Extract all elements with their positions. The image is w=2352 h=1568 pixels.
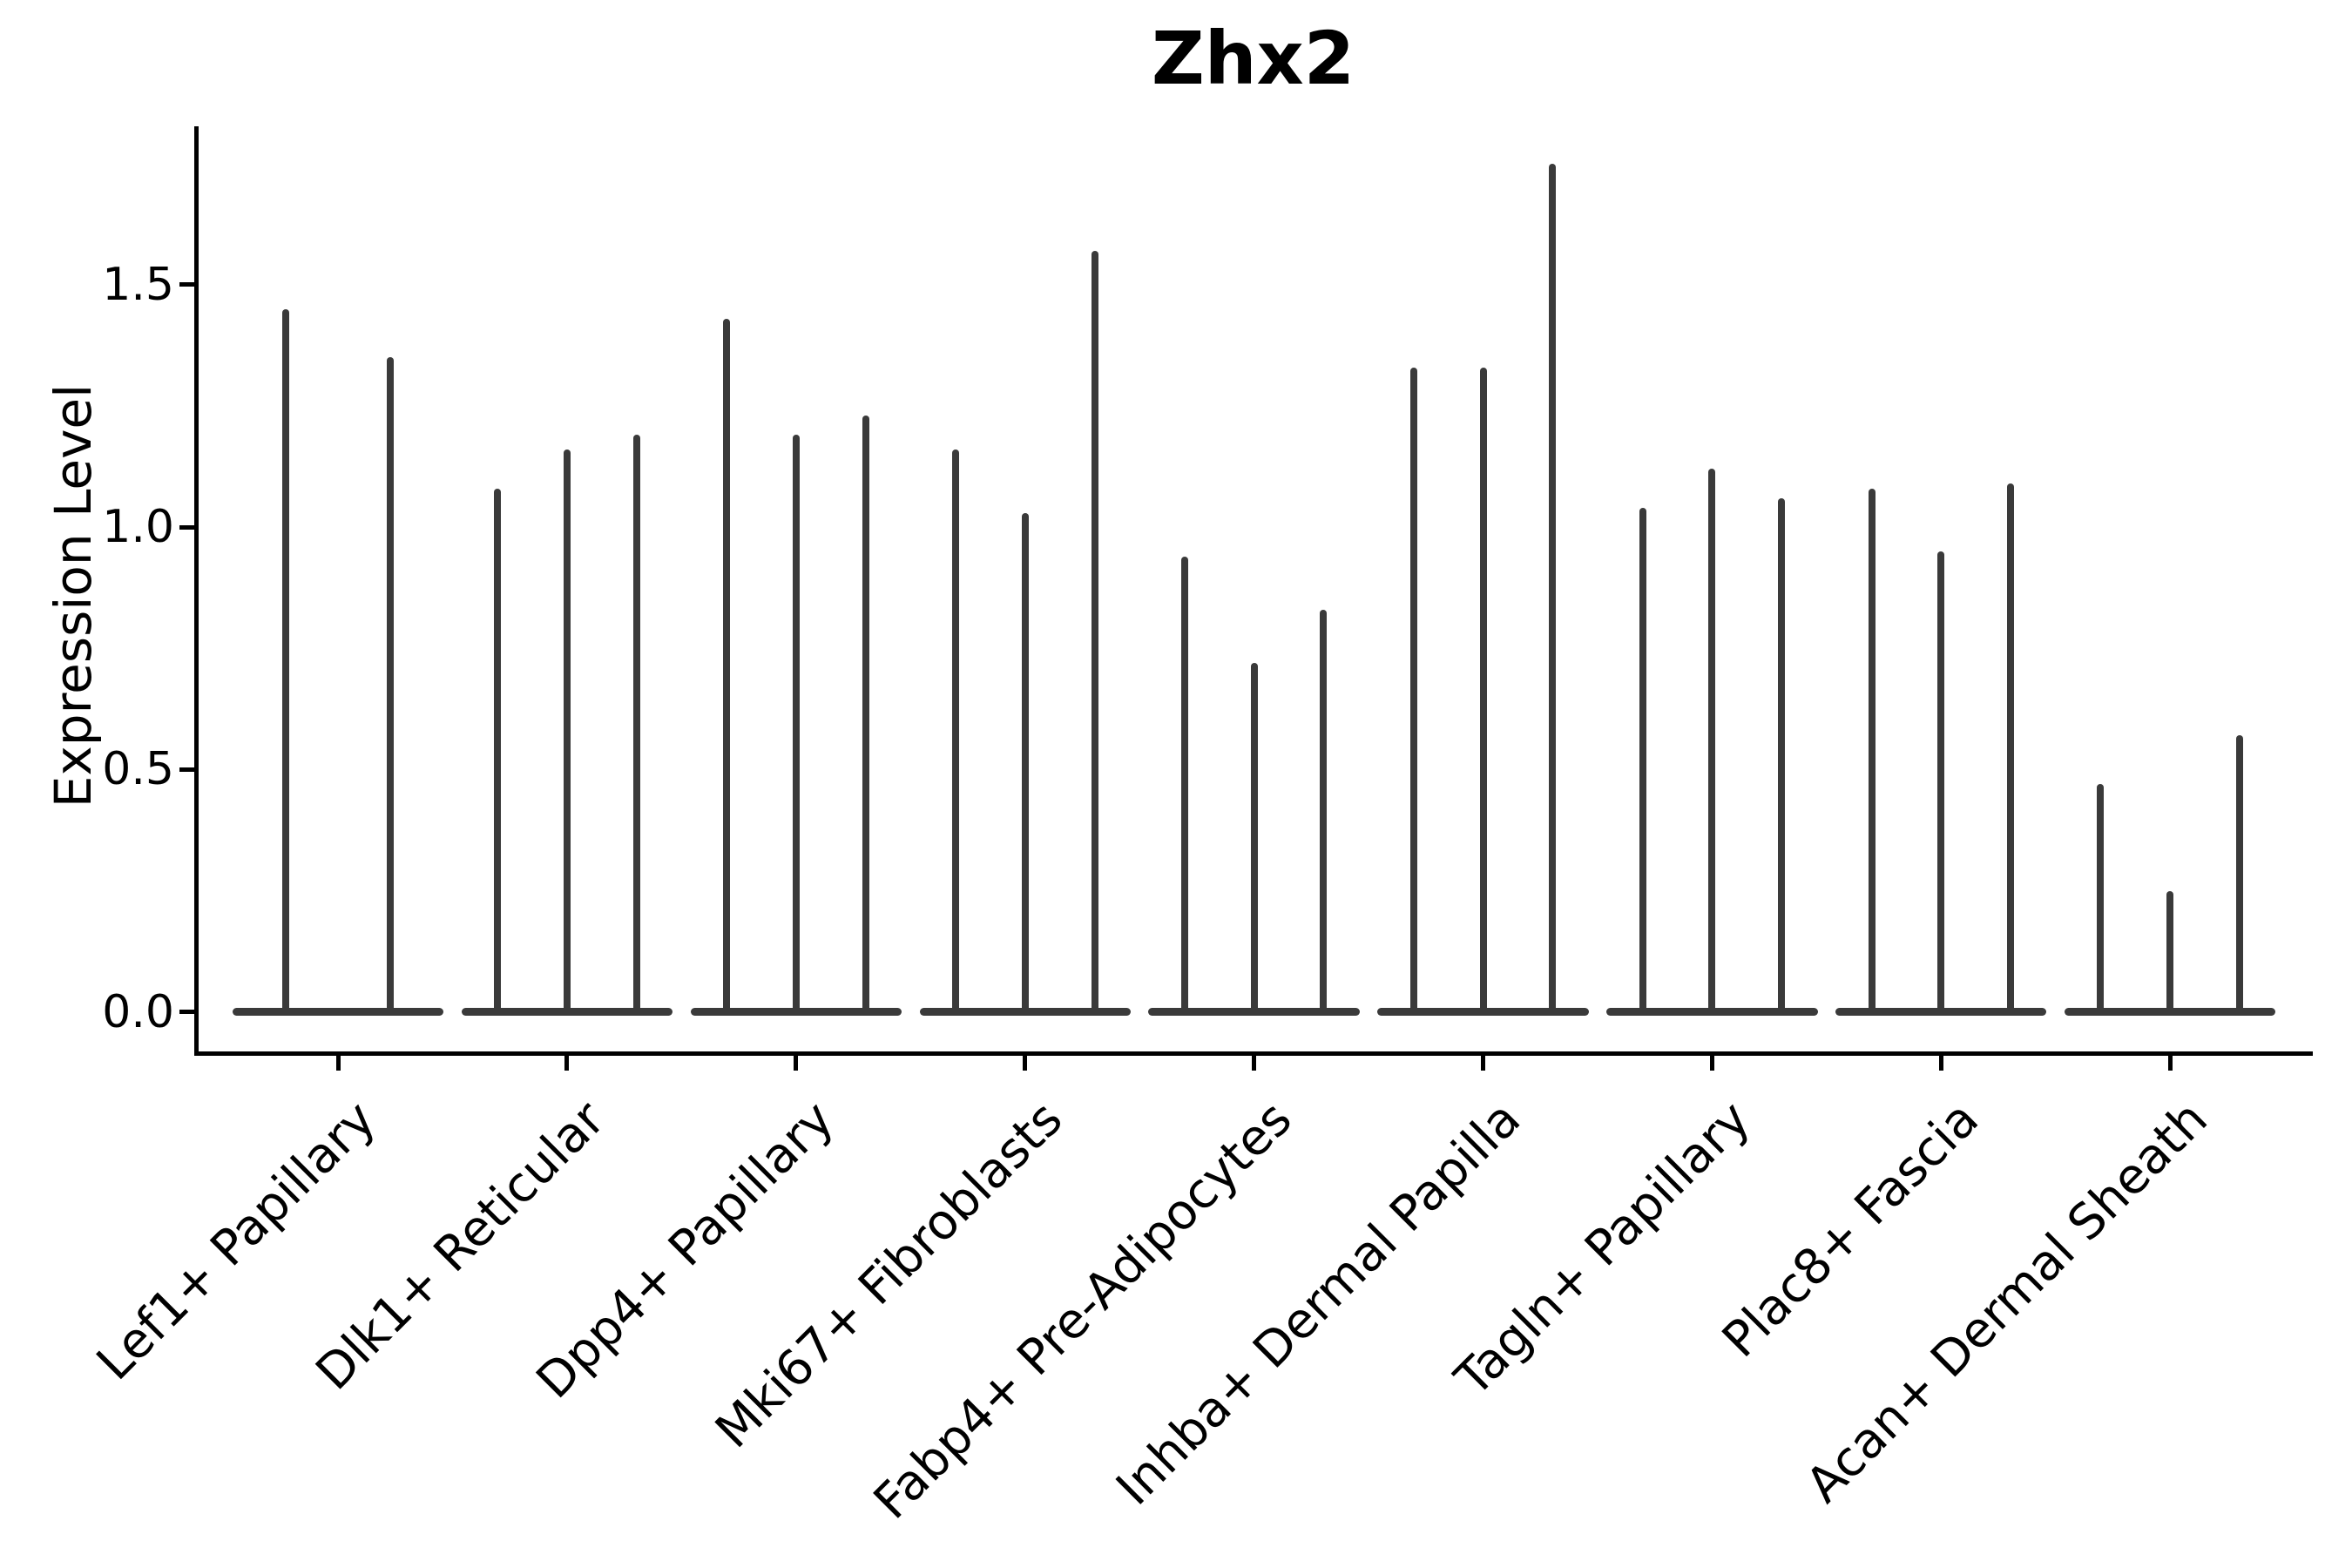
violin-spike — [1320, 609, 1328, 1017]
y-tick — [179, 1010, 194, 1015]
violin-spike — [1479, 367, 1487, 1017]
y-tick-label: 1.0 — [102, 501, 174, 554]
violin-spike — [1021, 512, 1029, 1017]
violin-spike — [386, 357, 394, 1017]
violin-spike — [2166, 890, 2174, 1017]
violin-spike — [951, 449, 959, 1017]
violin-spike — [1180, 556, 1188, 1017]
chart-title: Zhx2 — [1151, 16, 1355, 101]
x-tick — [2167, 1056, 2173, 1071]
violin-spike — [563, 449, 571, 1017]
x-tick-label: Acan+ Dermal Sheath — [1795, 1091, 2220, 1514]
violin-spike — [1091, 250, 1098, 1017]
violin-spike — [282, 308, 290, 1017]
y-axis-spine — [194, 126, 199, 1056]
violin-spike — [2097, 784, 2105, 1017]
x-tick — [794, 1056, 799, 1071]
y-tick-label: 0.0 — [102, 985, 174, 1038]
violin-spike — [2236, 735, 2243, 1017]
violin-spike — [632, 435, 640, 1017]
violin-spike — [862, 416, 869, 1017]
y-tick — [179, 767, 194, 772]
violin-spike — [1937, 551, 1945, 1017]
x-tick — [1023, 1056, 1028, 1071]
y-tick-label: 1.5 — [102, 258, 174, 311]
y-axis-label: Expression Level — [44, 383, 103, 808]
x-axis-spine — [194, 1051, 2313, 1056]
x-tick — [564, 1056, 570, 1071]
x-tick-label: Fabp4+ Pre-Adipocytes — [862, 1091, 1303, 1531]
violin-spike — [792, 435, 800, 1017]
violin-spike — [2007, 483, 2015, 1017]
violin-spike — [1778, 497, 1786, 1017]
violin-spike — [1409, 367, 1417, 1017]
x-tick — [1938, 1056, 1943, 1071]
violin-spike — [723, 318, 730, 1017]
violin-spike — [1868, 488, 1876, 1017]
violin-spike — [1549, 163, 1557, 1017]
violin-spike — [1250, 663, 1258, 1017]
violin-base — [232, 1008, 444, 1017]
x-tick — [335, 1056, 341, 1071]
violin-spike — [1639, 507, 1646, 1017]
y-tick — [179, 524, 194, 530]
violin-spike — [494, 488, 502, 1017]
violin-spike — [1708, 469, 1716, 1017]
x-tick-label: Inhba+ Dermal Papilla — [1105, 1091, 1532, 1517]
y-tick-label: 0.5 — [102, 743, 174, 796]
x-tick — [1252, 1056, 1257, 1071]
x-tick — [1709, 1056, 1714, 1071]
y-tick — [179, 282, 194, 287]
x-tick — [1481, 1056, 1485, 1071]
